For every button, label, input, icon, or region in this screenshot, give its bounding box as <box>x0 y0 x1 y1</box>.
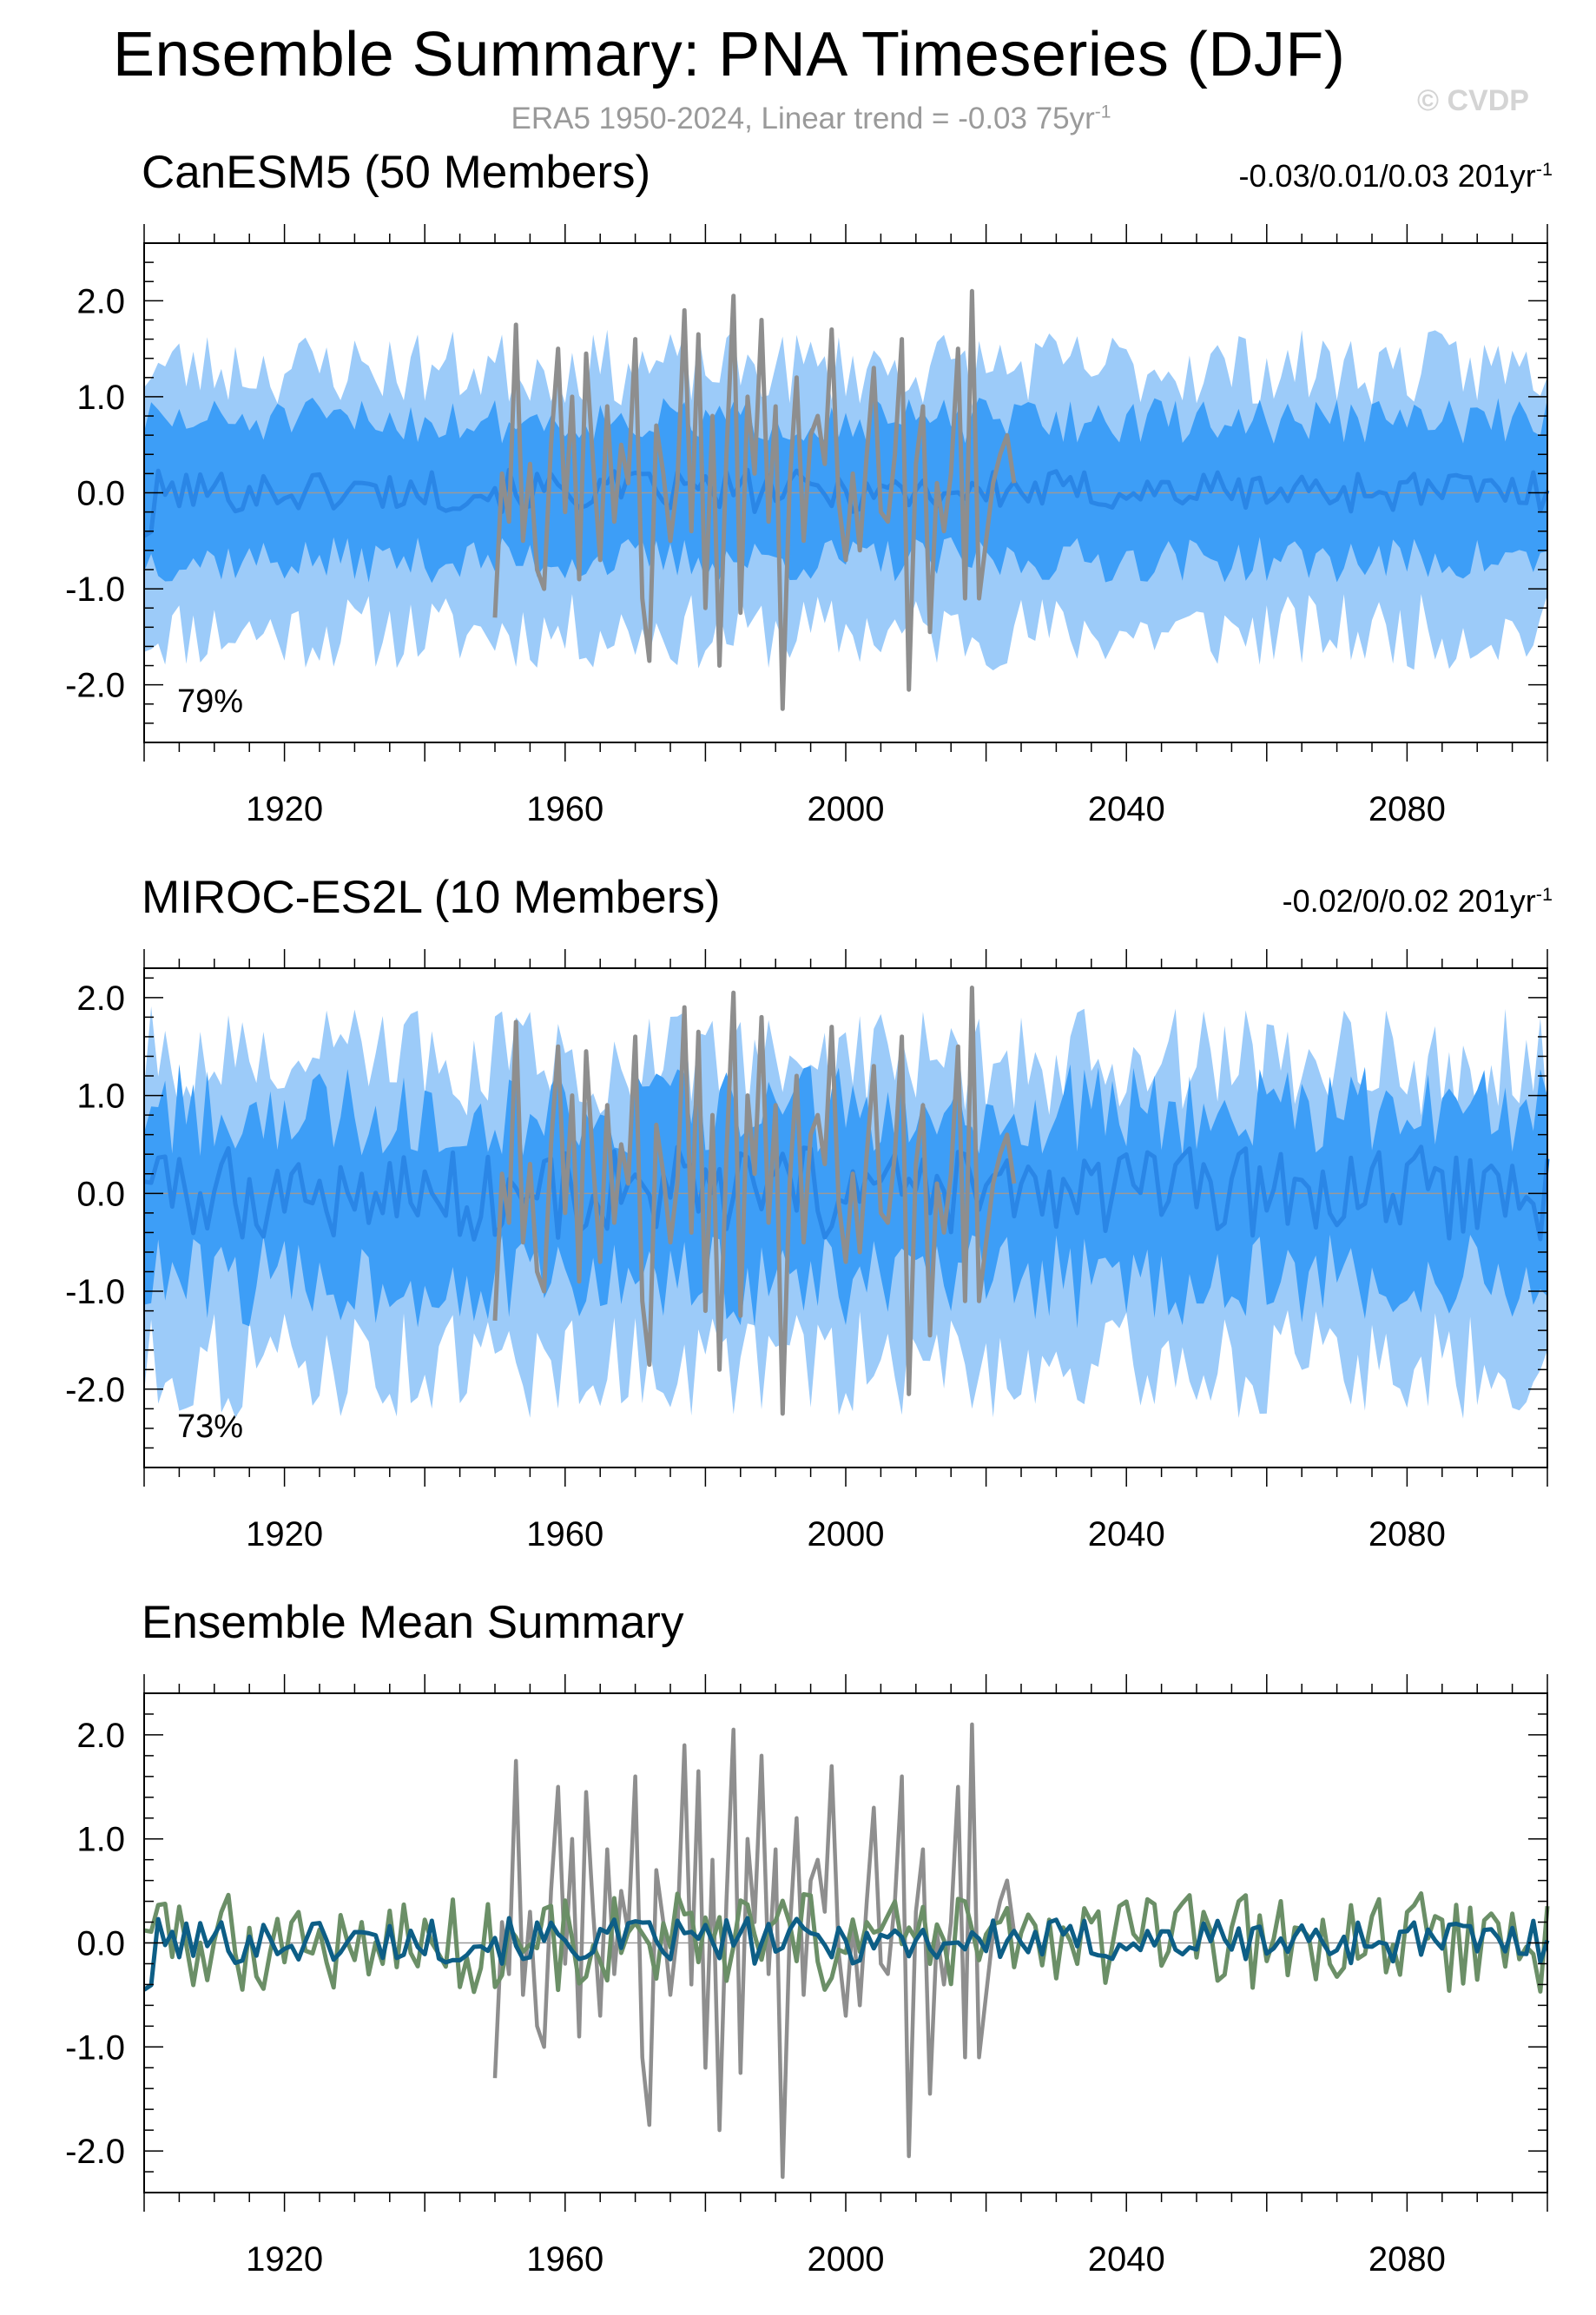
panel-1-y-tick-label: 0.0 <box>76 475 125 513</box>
panel-2-title: MIROC-ES2L (10 Members) <box>142 872 721 923</box>
panel-2-ensemble-mean-line <box>143 1144 1550 1242</box>
panel-3-x-tick-label: 2080 <box>1368 2240 1446 2279</box>
panel-3-x-tick-label: 1920 <box>246 2240 323 2279</box>
panel-2-trend-sup: -1 <box>1535 883 1553 905</box>
panel-1-percent: 79% <box>177 683 244 720</box>
panel-1-y-tick-label: 1.0 <box>76 379 125 417</box>
panel-3-y-tick-label: -2.0 <box>65 2133 125 2171</box>
panel-1-x-tick-label: 2040 <box>1088 790 1165 828</box>
panel-1-title: CanESM5 (50 Members) <box>142 147 651 198</box>
panel-1-trend: -0.03/0.01/0.03 201yr-1 <box>1239 158 1553 195</box>
panel-3-x-tick-label: 1960 <box>526 2240 603 2279</box>
panel-2-y-tick-label: 2.0 <box>76 979 125 1018</box>
cvdp-watermark: © CVDP <box>1417 84 1529 117</box>
panel-2-x-tick-label: 1960 <box>526 1515 603 1553</box>
panel-3-y-tick-label: 1.0 <box>76 1821 125 1859</box>
panel-3-y-tick-label: 2.0 <box>76 1717 125 1755</box>
panel-3-x-tick-label: 2040 <box>1088 2240 1165 2279</box>
subtitle-text: ERA5 1950-2024, Linear trend = -0.03 75y… <box>511 102 1095 135</box>
panel-1-x-tick-label: 2080 <box>1368 790 1446 828</box>
panel-1-y-tick-label: -2.0 <box>65 667 125 705</box>
panel-1-x-tick-label: 2000 <box>808 790 885 828</box>
panel-2-x-tick-label: 2080 <box>1368 1515 1446 1553</box>
panel-3-x-tick-label: 2000 <box>808 2240 885 2279</box>
panel-3-title: Ensemble Mean Summary <box>142 1597 684 1648</box>
panel-1-ensemble-mean-line <box>142 467 1550 538</box>
panel-1-trend-sup: -1 <box>1535 158 1553 180</box>
panel-3-era5-obs-line <box>492 1722 1017 2180</box>
panel-2-x-tick-label: 2000 <box>808 1515 885 1553</box>
panel-2-era5-obs-line <box>492 986 1017 1416</box>
panel-1-x-tick-label: 1920 <box>246 790 323 828</box>
panel-2-y-tick-label: -2.0 <box>65 1371 125 1409</box>
panel-2-trend: -0.02/0/0.02 201yr-1 <box>1283 883 1553 920</box>
panel-2-trend-text: -0.02/0/0.02 201yr <box>1282 883 1536 919</box>
panel-3-y-tick-label: 0.0 <box>76 1925 125 1963</box>
panel-2-y-tick-label: -1.0 <box>65 1273 125 1311</box>
panel-2-percent: 73% <box>177 1408 244 1445</box>
panel-2-y-tick-label: 0.0 <box>76 1175 125 1213</box>
panel-2-y-tick-label: 1.0 <box>76 1078 125 1116</box>
subtitle-superscript: -1 <box>1094 102 1111 122</box>
panel-2-x-tick-label: 2040 <box>1088 1515 1165 1553</box>
main-title: Ensemble Summary: PNA Timeseries (DJF) <box>113 20 1346 89</box>
panel-1-y-tick-label: -1.0 <box>65 571 125 609</box>
panel-1-y-tick-label: 2.0 <box>76 282 125 320</box>
panel-2-x-tick-label: 1920 <box>246 1515 323 1553</box>
panel-1-x-tick-label: 1960 <box>526 790 603 828</box>
panel-1-era5-obs-line <box>492 288 1017 711</box>
panel-1-trend-text: -0.03/0.01/0.03 201yr <box>1238 158 1536 194</box>
panel-3-y-tick-label: -1.0 <box>65 2028 125 2067</box>
main-subtitle: ERA5 1950-2024, Linear trend = -0.03 75y… <box>0 102 1596 136</box>
panel-3-canesm5-mean-line <box>142 1916 1550 1992</box>
